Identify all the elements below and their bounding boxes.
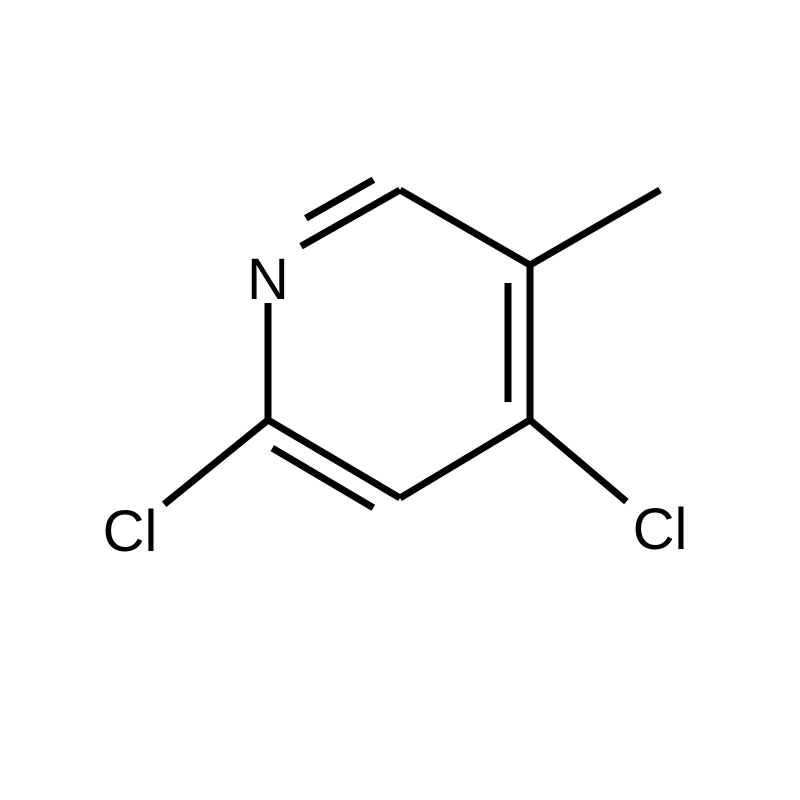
molecule-canvas: N Cl Cl [0, 0, 800, 800]
molecule-svg [0, 0, 800, 800]
atom-label-n: N [247, 251, 289, 309]
atom-label-cl1: Cl [103, 503, 158, 561]
atom-label-cl2: Cl [633, 501, 688, 559]
